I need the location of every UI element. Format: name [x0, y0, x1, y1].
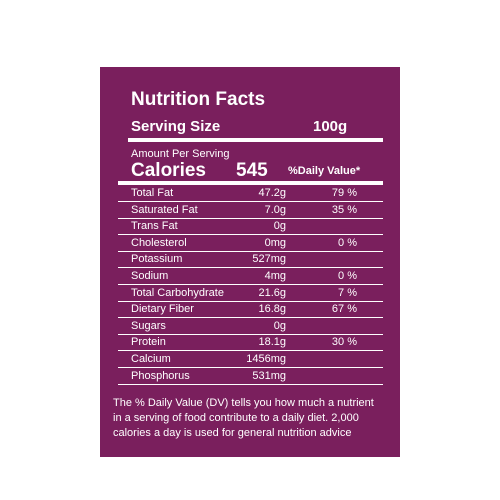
nutrient-name: Dietary Fiber	[131, 303, 194, 316]
calories-value: 545	[236, 160, 268, 181]
nutrient-amount: 527mg	[252, 253, 286, 266]
nutrient-amount: 531mg	[252, 369, 286, 382]
amount-per-serving: Amount Per Serving	[131, 148, 230, 160]
nutrient-amount: 16.8g	[258, 303, 286, 316]
row-rule	[118, 367, 383, 368]
nutrient-daily-value: 67 %	[331, 303, 357, 316]
row-rule	[118, 317, 383, 319]
nutrient-daily-value: 7 %	[338, 286, 357, 299]
title: Nutrition Facts	[131, 89, 266, 110]
nutrient-name: Phosphorus	[131, 369, 190, 382]
nutrient-name: Protein	[131, 336, 166, 349]
daily-value-header: %Daily Value*	[288, 165, 361, 177]
serving-label: Serving Size	[131, 118, 221, 135]
calories-label: Calories	[131, 160, 206, 181]
nutrient-name: Sugars	[131, 319, 166, 332]
nutrient-amount: 21.6g	[258, 286, 286, 299]
nutrient-name: Sodium	[131, 270, 169, 282]
nutrient-amount: 47.2g	[258, 187, 286, 199]
footnote-line: The % Daily Value (DV) tells you how muc…	[113, 397, 374, 409]
serving-value: 100g	[313, 118, 348, 135]
nutrient-name: Total Fat	[131, 187, 174, 199]
row-rule	[118, 217, 383, 219]
nutrient-name: Saturated Fat	[131, 203, 198, 216]
nutrient-name: Potassium	[131, 253, 183, 266]
nutrient-amount: 0g	[273, 220, 286, 233]
row-rule	[118, 234, 383, 236]
nutrition-label: Nutrition Facts Serving Size 100g Amount…	[100, 67, 400, 457]
nutrient-amount: 0g	[273, 319, 286, 332]
row-rule	[118, 300, 383, 302]
nutrient-name: Cholesterol	[131, 236, 187, 249]
nutrient-amount: 0mg	[264, 236, 286, 249]
thick-rule	[128, 138, 383, 142]
nutrient-amount: 7.0g	[264, 203, 286, 216]
nutrient-daily-value: 30 %	[331, 336, 357, 349]
thick-rule	[118, 181, 383, 185]
nutrient-daily-value: 79 %	[331, 187, 357, 199]
nutrient-amount: 18.1g	[258, 336, 286, 349]
nutrient-name: Total Carbohydrate	[131, 286, 224, 299]
row-rule	[118, 333, 383, 335]
row-rule	[118, 350, 383, 352]
row-rule	[118, 284, 383, 285]
row-rule	[118, 383, 383, 385]
nutrient-name: Trans Fat	[131, 220, 178, 233]
nutrient-name: Calcium	[131, 353, 171, 365]
row-rule	[118, 201, 383, 202]
nutrient-daily-value: 0 %	[338, 236, 357, 249]
row-rule	[118, 250, 383, 252]
row-rule	[118, 267, 383, 269]
nutrient-daily-value: 0 %	[338, 270, 357, 282]
nutrient-daily-value: 35 %	[331, 203, 357, 216]
nutrient-amount: 1456mg	[246, 353, 286, 365]
footnote-line: calories a day is used for general nutri…	[113, 427, 352, 439]
nutrient-amount: 4mg	[264, 270, 286, 282]
footnote-line: in a serving of food contribute to a dai…	[113, 412, 359, 424]
